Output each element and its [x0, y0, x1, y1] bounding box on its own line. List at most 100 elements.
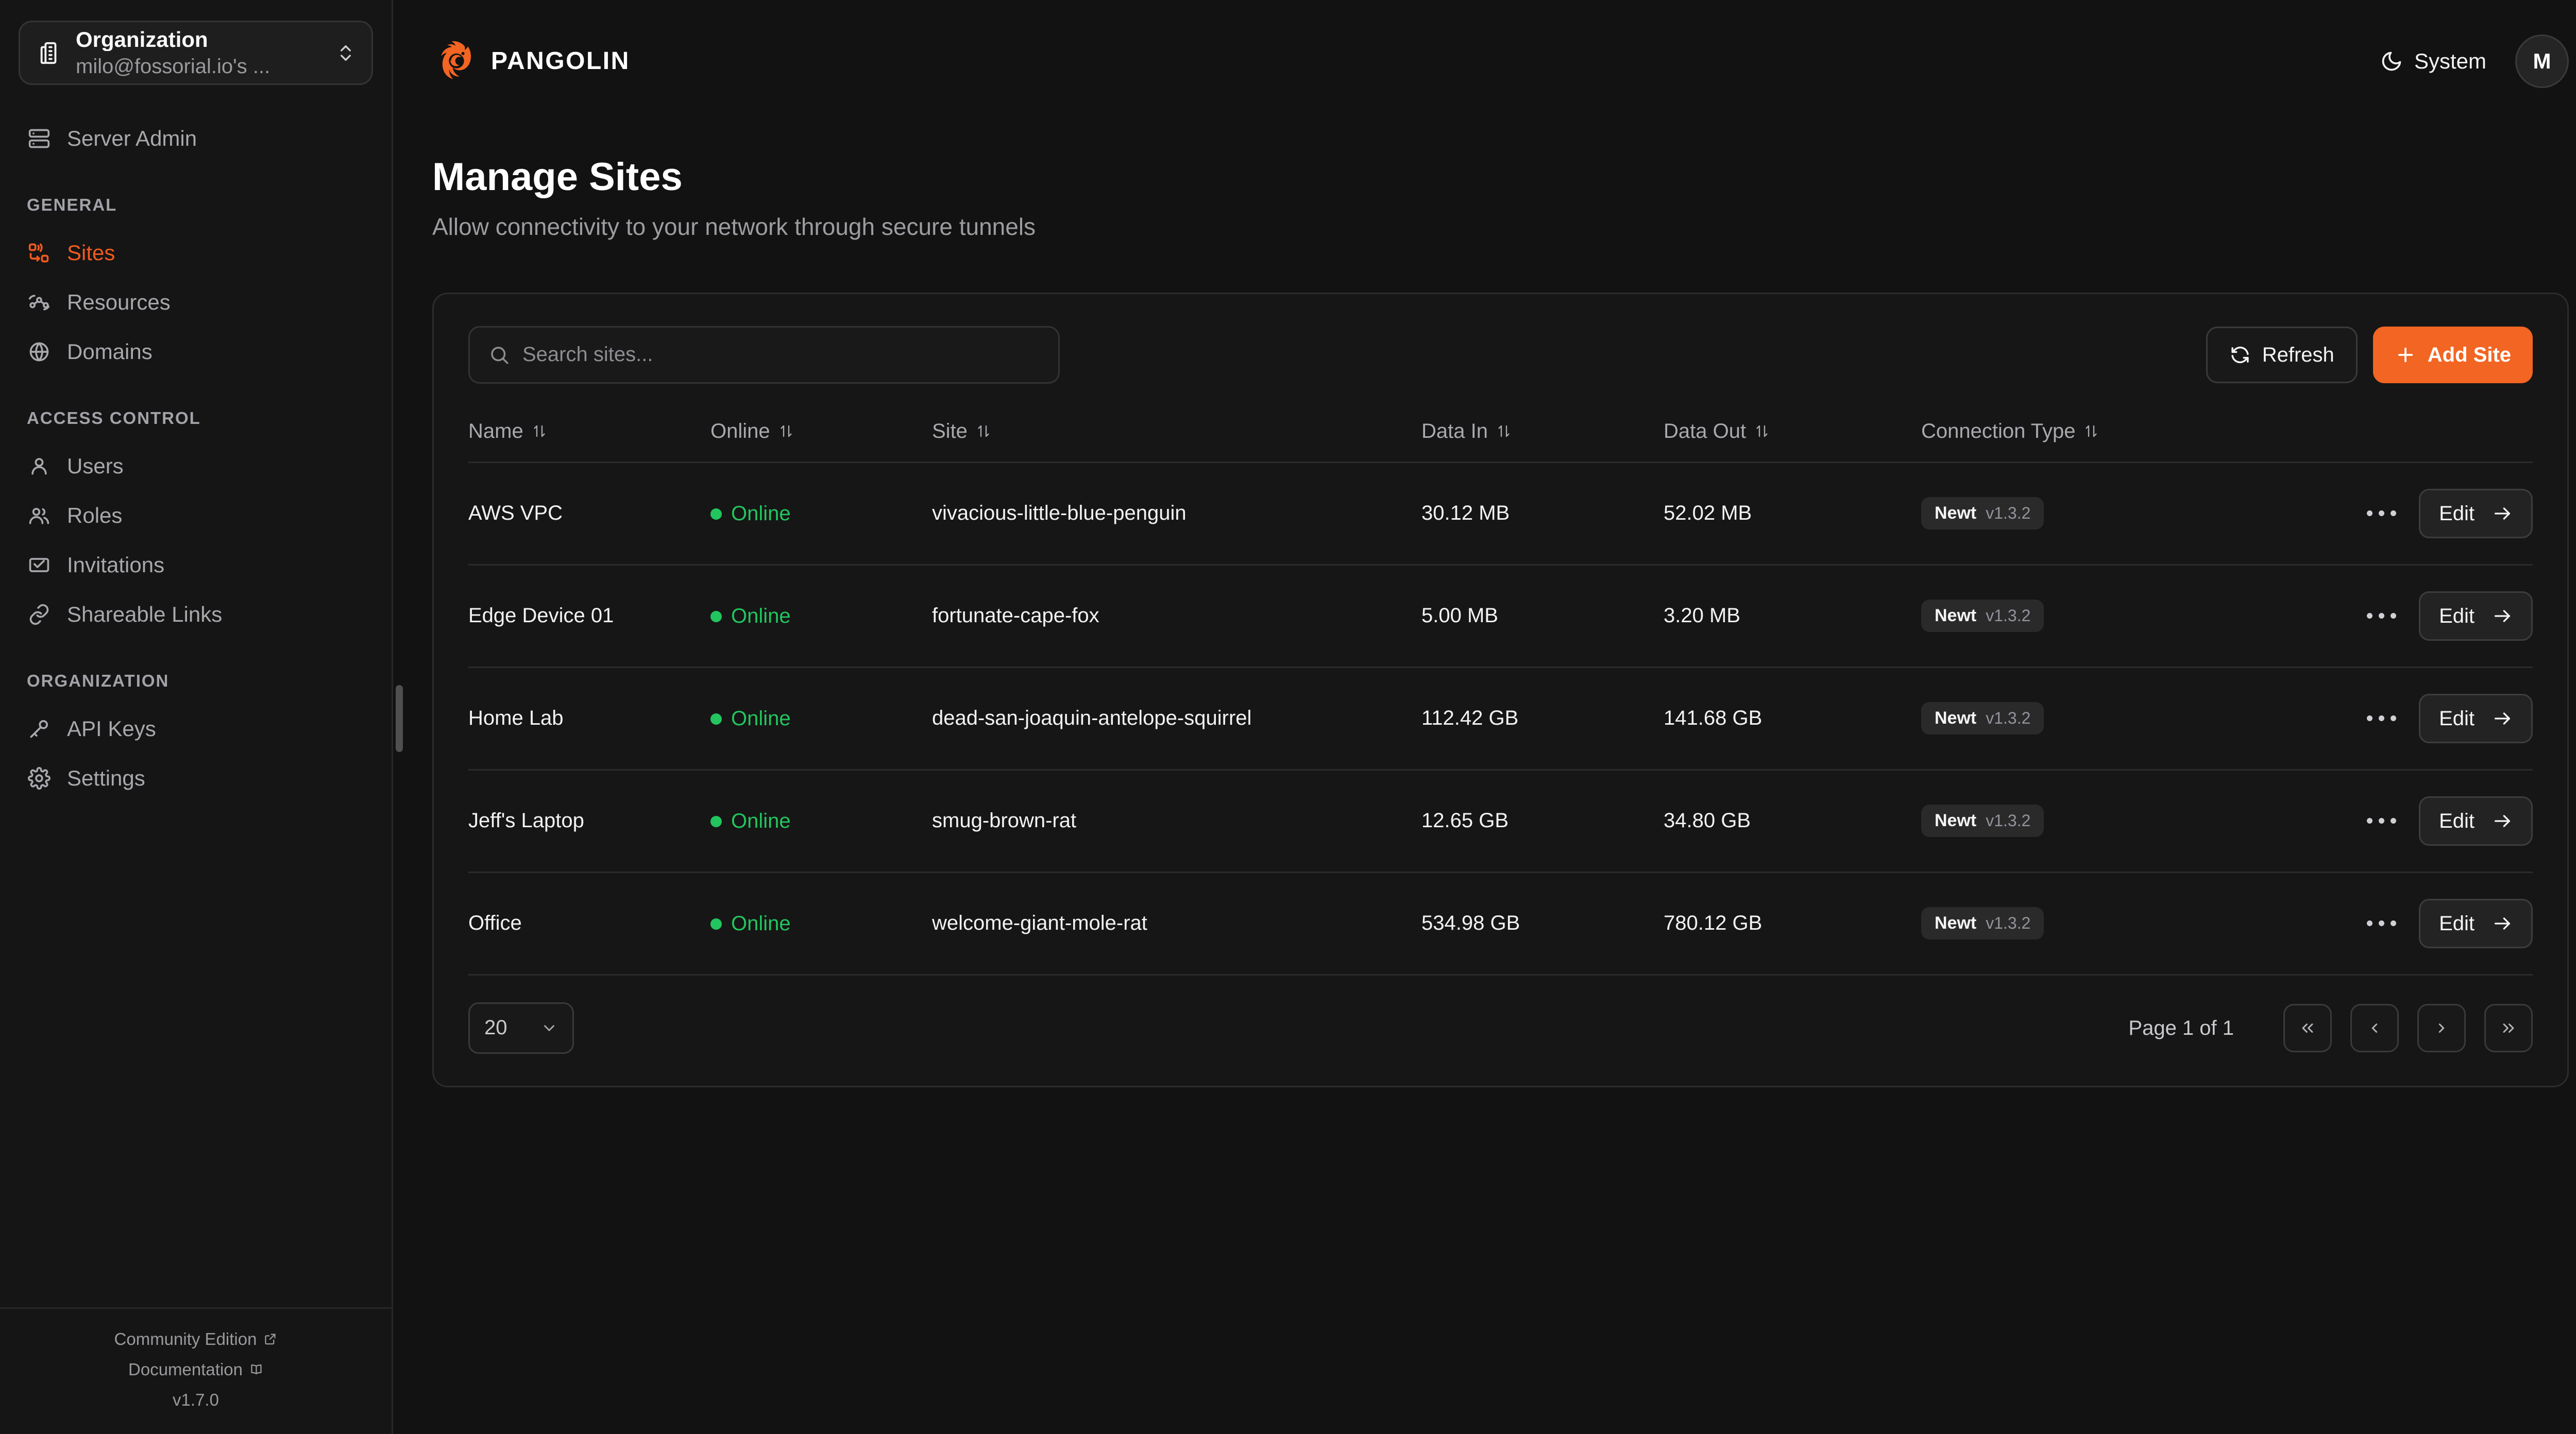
column-header-connection-type[interactable]: Connection Type	[1921, 404, 2328, 463]
row-actions: Edit	[2328, 796, 2533, 846]
row-actions: Edit	[2328, 898, 2533, 948]
cell-connection-type: Newt v1.3.2	[1921, 769, 2328, 873]
column-header-data-in[interactable]: Data In	[1421, 404, 1664, 463]
sidebar-scroll-area: Organization milo@fossorial.io's ...	[0, 0, 392, 1307]
cell-site: fortunate-cape-fox	[932, 564, 1421, 668]
page-size-select[interactable]: 20	[468, 1002, 574, 1054]
refresh-button[interactable]: Refresh	[2206, 326, 2358, 383]
edit-button[interactable]: Edit	[2419, 898, 2533, 948]
cell-connection-type: Newt v1.3.2	[1921, 461, 2328, 565]
sidebar-item-users[interactable]: Users	[19, 441, 373, 491]
first-page-button[interactable]	[2283, 1003, 2332, 1052]
table-row[interactable]: Office Online welcome-giant-mole-rat 534…	[468, 871, 2533, 974]
sidebar-item-server-admin[interactable]: Server Admin	[19, 114, 373, 163]
connection-version: v1.3.2	[1986, 606, 2031, 625]
previous-page-button[interactable]	[2350, 1003, 2399, 1052]
more-options-icon[interactable]	[2359, 491, 2403, 536]
documentation-link[interactable]: Documentation	[128, 1361, 263, 1378]
resources-icon	[27, 291, 52, 314]
sidebar-item-roles[interactable]: Roles	[19, 491, 373, 540]
sidebar-item-label: Roles	[67, 503, 123, 527]
connection-version: v1.3.2	[1986, 709, 2031, 728]
sidebar-resize-handle[interactable]	[396, 685, 403, 752]
cell-connection-type: Newt v1.3.2	[1921, 666, 2328, 770]
cell-data-in: 112.42 GB	[1421, 666, 1664, 770]
cell-online: Online	[710, 666, 932, 770]
page-title: Manage Sites	[432, 155, 683, 199]
connection-name: Newt	[1935, 708, 1977, 728]
search-box[interactable]	[468, 326, 1060, 384]
arrow-right-icon	[2492, 503, 2513, 524]
column-label: Online	[710, 419, 770, 442]
sidebar-item-settings[interactable]: Settings	[19, 754, 373, 803]
chevrons-up-down-icon	[335, 43, 356, 63]
sidebar-item-sites[interactable]: Sites	[19, 228, 373, 278]
cell-data-out: 3.20 MB	[1664, 564, 1921, 668]
sidebar-item-label: Settings	[67, 766, 145, 790]
avatar[interactable]: M	[2515, 34, 2569, 88]
sidebar-item-resources[interactable]: Resources	[19, 278, 373, 327]
table-row[interactable]: AWS VPC Online vivacious-little-blue-pen…	[468, 461, 2533, 565]
cell-actions: Edit	[2328, 666, 2533, 770]
connection-badge: Newt v1.3.2	[1921, 907, 2044, 940]
sidebar-item-api-keys[interactable]: API Keys	[19, 704, 373, 754]
more-options-icon[interactable]	[2359, 696, 2403, 741]
sidebar-item-domains[interactable]: Domains	[19, 327, 373, 377]
column-header-site[interactable]: Site	[932, 404, 1421, 463]
edit-button[interactable]: Edit	[2419, 591, 2533, 641]
edit-button[interactable]: Edit	[2419, 796, 2533, 846]
more-options-icon[interactable]	[2359, 799, 2403, 843]
column-header-data-out[interactable]: Data Out	[1664, 404, 1921, 463]
row-actions: Edit	[2328, 591, 2533, 641]
community-edition-label: Community Edition	[114, 1329, 257, 1348]
sidebar-item-shareable-links[interactable]: Shareable Links	[19, 590, 373, 639]
org-subtitle: milo@fossorial.io's ...	[76, 56, 270, 78]
gear-icon	[27, 767, 52, 790]
theme-toggle[interactable]: System	[2380, 50, 2486, 73]
theme-label: System	[2414, 48, 2486, 73]
connection-badge: Newt v1.3.2	[1921, 600, 2044, 633]
table-row[interactable]: Edge Device 01 Online fortunate-cape-fox…	[468, 564, 2533, 668]
edit-button[interactable]: Edit	[2419, 488, 2533, 538]
sites-icon	[27, 242, 52, 264]
chevron-right-icon	[2432, 1019, 2451, 1037]
sidebar-item-invitations[interactable]: Invitations	[19, 540, 373, 590]
page-subtitle: Allow connectivity to your network throu…	[432, 213, 1036, 240]
search-input[interactable]	[522, 343, 1040, 367]
sort-icon	[1754, 423, 1770, 439]
sidebar-top-nav: Server Admin	[19, 114, 373, 163]
main-content: PANGOLIN System M Manage Sites Allow	[393, 0, 2576, 1434]
sidebar-item-label: Invitations	[67, 553, 165, 577]
table-row[interactable]: Jeff's Laptop Online smug-brown-rat 12.6…	[468, 769, 2533, 873]
more-options-icon[interactable]	[2359, 594, 2403, 638]
cell-actions: Edit	[2328, 769, 2533, 873]
building-icon	[38, 41, 61, 65]
community-edition-link[interactable]: Community Edition	[114, 1330, 278, 1347]
external-link-icon	[263, 1332, 277, 1346]
org-switcher-text: Organization milo@fossorial.io's ...	[76, 28, 321, 77]
cell-site: smug-brown-rat	[932, 769, 1421, 873]
table-row[interactable]: Home Lab Online dead-san-joaquin-antelop…	[468, 666, 2533, 770]
top-bar: PANGOLIN System M	[393, 0, 2576, 122]
cell-online: Online	[710, 769, 932, 873]
table-header-row: Name Online	[468, 404, 2533, 463]
column-label: Data In	[1421, 419, 1488, 442]
status-label: Online	[731, 912, 791, 935]
cell-connection-type: Newt v1.3.2	[1921, 564, 2328, 668]
brand[interactable]: PANGOLIN	[432, 38, 630, 85]
connection-version: v1.3.2	[1986, 811, 2031, 830]
add-site-button[interactable]: Add Site	[2372, 326, 2533, 383]
org-switcher[interactable]: Organization milo@fossorial.io's ...	[19, 21, 373, 85]
last-page-button[interactable]	[2484, 1003, 2533, 1052]
cell-online: Online	[710, 871, 932, 974]
column-header-name[interactable]: Name	[468, 404, 710, 463]
status-badge: Online	[710, 707, 791, 730]
cell-actions: Edit	[2328, 871, 2533, 974]
chevrons-left-icon	[2298, 1019, 2317, 1037]
next-page-button[interactable]	[2417, 1003, 2466, 1052]
brand-name: PANGOLIN	[491, 47, 630, 75]
column-header-online[interactable]: Online	[710, 404, 932, 463]
more-options-icon[interactable]	[2359, 901, 2403, 946]
cell-data-in: 30.12 MB	[1421, 461, 1664, 565]
edit-button[interactable]: Edit	[2419, 693, 2533, 743]
